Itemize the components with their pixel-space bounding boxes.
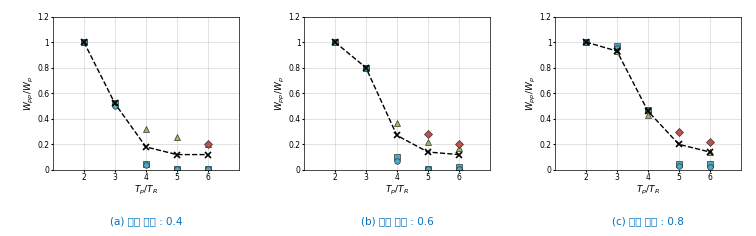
Text: (c) 내력 비율 : 0.8: (c) 내력 비율 : 0.8 (612, 216, 684, 226)
Text: (b) 내력 비율 : 0.6: (b) 내력 비율 : 0.6 (361, 216, 433, 226)
X-axis label: $T_p/T_R$: $T_p/T_R$ (134, 184, 158, 197)
Text: (a) 내력 비율 : 0.4: (a) 내력 비율 : 0.4 (110, 216, 182, 226)
Y-axis label: $W_{pp}/W_p$: $W_{pp}/W_p$ (525, 76, 538, 111)
X-axis label: $T_p/T_R$: $T_p/T_R$ (385, 184, 409, 197)
Y-axis label: $W_{pp}/W_p$: $W_{pp}/W_p$ (23, 76, 36, 111)
X-axis label: $T_p/T_R$: $T_p/T_R$ (636, 184, 660, 197)
Y-axis label: $W_{pp}/W_p$: $W_{pp}/W_p$ (274, 76, 287, 111)
